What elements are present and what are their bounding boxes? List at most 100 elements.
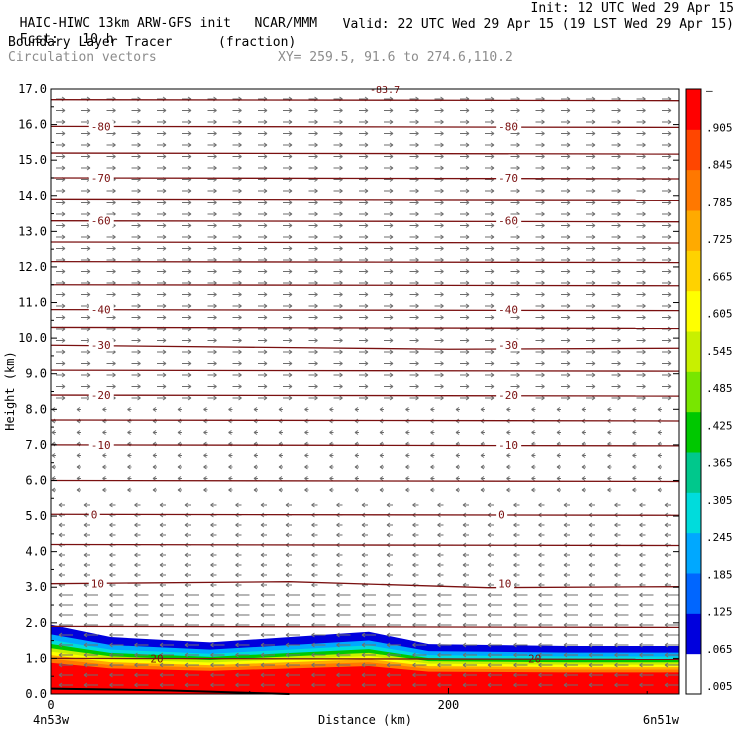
vector-head [639,502,643,508]
vector-head [541,349,545,355]
vector-head [336,502,340,508]
vector-head [541,108,545,113]
vector-head [563,652,568,658]
vector-head [667,361,672,366]
vector-head [339,269,343,274]
vector-head [112,200,116,205]
vector-head [588,662,593,668]
vector-head [465,269,470,274]
vector-head [213,269,217,274]
vector-head [134,502,138,508]
vector-head [235,522,239,528]
vector-head [440,246,444,251]
vector-head [184,522,189,528]
vector-head [184,552,189,558]
vector-head [490,292,495,297]
vector-head [162,131,167,136]
vector-head [465,234,470,240]
vector-head [412,552,416,558]
vector-head [61,131,66,136]
vector-head [563,552,568,558]
init-time: Init: 12 UTC Wed 29 Apr 15 [530,1,735,16]
vector-head [112,269,116,274]
vector-head [162,246,167,251]
xy-range: XY= 259.5, 91.6 to 274.6,110.2 [278,50,513,65]
y-tick-label: 2.0 [25,616,47,630]
vector-head [591,303,596,309]
x-endpoint-left: 4n53w [33,713,70,727]
vector-head [187,188,192,194]
vector-head [364,142,369,148]
vector-head [437,522,441,528]
vector-head [361,632,366,638]
vector-head [538,552,542,558]
vector-head [642,384,646,389]
vector-head [437,612,441,618]
vector-head [339,384,343,389]
vector-head [228,407,232,412]
vector-head [506,476,510,481]
vector-head [134,552,138,558]
vector-head [591,211,596,217]
vector-head [657,407,662,412]
vector-head [614,592,618,598]
vector-head [361,572,366,578]
vector-head [339,338,343,343]
vector-head [285,672,290,678]
vector-head [285,582,290,588]
vector-head [563,602,568,608]
vector-head [667,280,672,286]
vector-head [112,142,116,148]
vector-head [455,430,460,435]
vector-head [386,572,391,578]
vector-head [642,280,646,286]
vector-head [664,672,669,678]
vector-head [541,119,545,125]
y-tick-label: 0.0 [25,687,47,701]
vector-head [86,315,91,320]
vector-head [415,269,419,274]
x-axis-label: Distance (km) [318,713,412,727]
vector-head [541,338,545,343]
vector-head [516,361,520,366]
vector-head [112,315,116,320]
colorbar-segment [686,371,701,413]
vector-head [490,119,495,125]
vector-head [288,165,293,171]
vector-head [617,119,621,125]
vector-head [617,165,621,171]
vector-head [162,315,167,320]
vector-head [210,532,214,538]
vector-head [490,165,495,171]
vector-head [639,602,643,608]
vector-head [187,361,192,366]
vector-head [288,269,293,274]
vector-head [339,234,343,240]
vector-head [253,464,258,470]
vector-head [83,602,88,608]
vector-head [109,632,113,638]
vector-head [336,592,340,598]
vector-head [336,522,340,528]
vector-head [235,572,239,578]
vector-head [513,502,517,508]
vector-head [187,315,192,320]
vector-head [617,154,621,159]
vector-head [490,338,495,343]
vector-head [591,165,596,171]
contour-label: 0 [91,508,98,521]
vector-head [311,582,315,588]
y-tick-label: 14.0 [18,189,47,203]
vector-head [412,562,416,568]
vector-head [639,562,643,568]
contour-label: -20 [498,389,518,402]
vector-head [405,430,409,435]
vector-head [642,142,646,148]
vector-head [58,572,63,578]
vector-head [614,602,618,608]
vector-head [588,672,593,678]
vector-head [76,407,81,412]
vector-head [339,200,343,205]
vector-head [364,349,369,355]
contour-label-bg [496,171,522,184]
